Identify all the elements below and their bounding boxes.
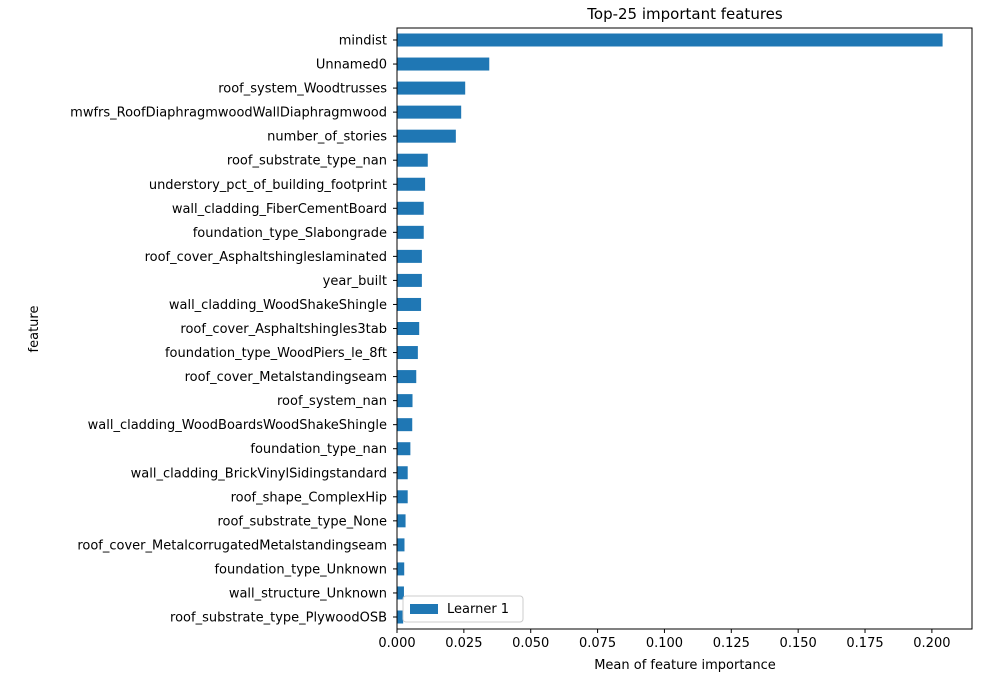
legend-swatch [410, 604, 438, 614]
y-tick-label: wall_cladding_FiberCementBoard [172, 202, 387, 217]
x-tick-label: 0.175 [846, 636, 883, 651]
y-tick-label: roof_shape_ComplexHip [231, 490, 387, 505]
legend-label: Learner 1 [447, 602, 509, 617]
bar-roof_system_Woodtrusses [397, 81, 466, 95]
y-tick-label: roof_cover_Metalstandingseam [185, 370, 387, 385]
bar-roof_cover_Asphaltshingles3tab [397, 322, 420, 335]
x-tick-label: 0.000 [378, 636, 415, 651]
y-tick-label: roof_substrate_type_None [217, 514, 387, 529]
bar-roof_cover_Asphaltshingleslaminated [397, 249, 422, 263]
y-tick-label: foundation_type_nan [250, 442, 387, 457]
y-tick-label: mindist [339, 34, 387, 49]
legend: Learner 1 [402, 595, 524, 623]
x-tick-label: 0.150 [780, 636, 817, 651]
bar-foundation_type_WoodPiers_le_8ft [397, 346, 418, 360]
y-tick-label: roof_system_Woodtrusses [218, 82, 387, 97]
y-tick-label: roof_cover_Asphaltshingles3tab [180, 322, 387, 337]
y-tick-label: foundation_type_WoodPiers_le_8ft [165, 346, 387, 361]
bar-roof_system_nan [397, 394, 413, 408]
bar-Unnamed0 [397, 57, 490, 71]
y-tick-label: Unnamed0 [316, 58, 387, 73]
y-tick-label: understory_pct_of_building_footprint [149, 178, 387, 193]
y-tick-label: wall_cladding_BrickVinylSidingstandard [131, 466, 387, 481]
x-tick-label: 0.075 [579, 636, 616, 651]
bar-roof_shape_ComplexHip [397, 490, 408, 504]
y-tick-label: year_built [323, 274, 387, 289]
bars-group [397, 33, 943, 624]
bar-wall_structure_Unknown [397, 586, 404, 600]
x-axis-label: Mean of feature importance [594, 658, 776, 673]
y-tick-label: wall_cladding_WoodShakeShingle [169, 298, 387, 313]
plot-frame [396, 27, 973, 630]
bar-roof_substrate_type_None [397, 514, 406, 528]
y-tick-label: roof_cover_Asphaltshingleslaminated [145, 250, 387, 265]
bar-roof_substrate_type_nan [397, 153, 428, 167]
bar-roof_substrate_type_PlywoodOSB [397, 610, 404, 624]
y-tick-label: mwfrs_RoofDiaphragmwoodWallDiaphragmwood [70, 106, 387, 121]
bar-foundation_type_Slabongrade [397, 225, 424, 239]
legend-box [402, 595, 524, 623]
y-tick-label: roof_substrate_type_nan [227, 154, 387, 169]
y-tick-label: foundation_type_Unknown [214, 562, 387, 577]
chart-title: Top-25 important features [586, 5, 783, 23]
y-tick-label: roof_substrate_type_PlywoodOSB [170, 611, 387, 626]
x-tick-label: 0.125 [713, 636, 750, 651]
bar-foundation_type_Unknown [397, 562, 405, 576]
bar-foundation_type_nan [397, 442, 411, 456]
bar-mindist [397, 33, 943, 47]
y-tick-label: roof_system_nan [277, 394, 387, 409]
bar-number_of_stories [397, 129, 456, 143]
bar-mwfrs_RoofDiaphragmwoodWallDiaphragmwood [397, 105, 462, 119]
y-tick-label: number_of_stories [267, 130, 387, 145]
x-tick-label: 0.050 [512, 636, 549, 651]
bar-wall_cladding_WoodShakeShingle [397, 297, 422, 311]
y-axis-label: feature [27, 306, 42, 353]
bar-roof_cover_Metalstandingseam [397, 370, 417, 384]
y-tick-label: foundation_type_Slabongrade [193, 226, 387, 241]
y-tick-label: roof_cover_MetalcorrugatedMetalstandings… [77, 538, 387, 553]
y-tick-label: wall_cladding_WoodBoardsWoodShakeShingle [88, 418, 387, 433]
bar-understory_pct_of_building_footprint [397, 177, 426, 191]
bar-roof_cover_MetalcorrugatedMetalstandingseam [397, 538, 405, 552]
bar-wall_cladding_WoodBoardsWoodShakeShingle [397, 418, 413, 432]
x-tick-label: 0.100 [646, 636, 683, 651]
y-axis-ticks: mindist Unnamed0 roof_system_Woodtrussesmw… [70, 34, 397, 626]
x-tick-label: 0.200 [913, 636, 950, 651]
x-axis-ticks: 0.000 0.025 0.050 0.075 0.100 0.125 0.150 0.175… [378, 629, 950, 651]
bar-wall_cladding_FiberCementBoard [397, 201, 424, 215]
x-tick-label: 0.025 [445, 636, 482, 651]
bar-year_built [397, 273, 422, 287]
y-tick-label: wall_structure_Unknown [229, 586, 387, 601]
bar-wall_cladding_BrickVinylSidingstandard [397, 466, 408, 480]
